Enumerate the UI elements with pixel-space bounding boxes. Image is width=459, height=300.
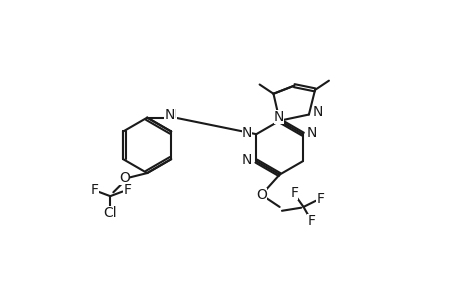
Text: F: F [290,186,297,200]
Text: F: F [90,183,99,197]
Text: O: O [256,188,267,203]
Text: N: N [312,105,322,119]
Text: F: F [307,214,314,228]
Text: N: N [164,107,174,122]
Text: N: N [273,110,284,124]
Text: Cl: Cl [103,206,117,220]
Text: F: F [316,192,324,206]
Text: N: N [241,126,252,140]
Text: H: H [167,108,176,121]
Text: O: O [119,172,130,185]
Text: N: N [306,126,317,140]
Text: N: N [241,153,252,167]
Text: F: F [123,183,131,197]
